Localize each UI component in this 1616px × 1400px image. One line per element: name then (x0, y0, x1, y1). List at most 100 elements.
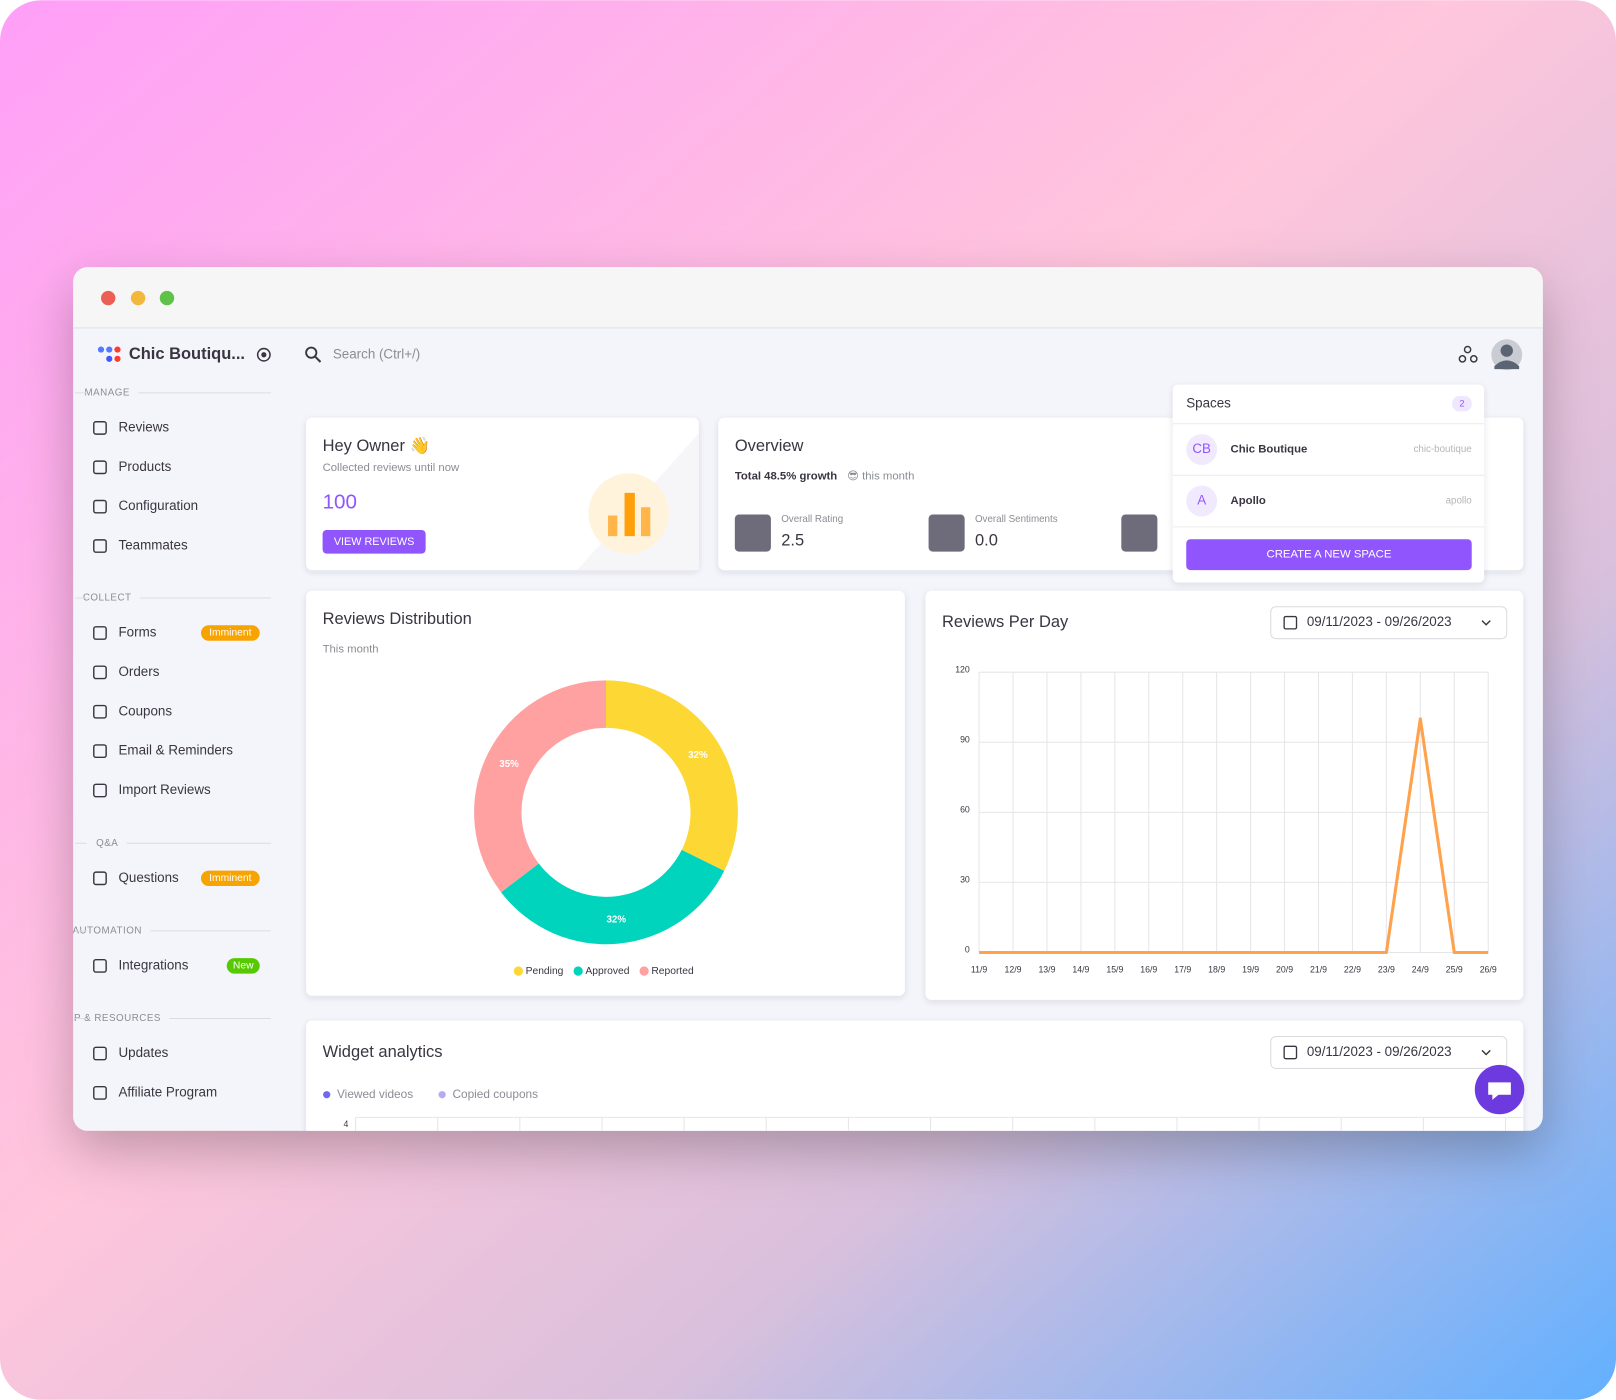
nav-badge-label: New (233, 961, 254, 972)
brand-toggle-dot (261, 352, 267, 358)
x-tick-label: 26/9 (1480, 964, 1497, 974)
nav-item[interactable]: Questions (119, 870, 180, 885)
chevron (1481, 1049, 1491, 1056)
x-tick-label: 21/9 (1310, 964, 1327, 974)
date-range-text[interactable]: 09/11/2023 - 09/26/2023 (1307, 1044, 1452, 1059)
x-tick-label: 24/9 (1412, 964, 1429, 974)
spaces-count-badge (1452, 395, 1472, 412)
search-icon-handle (314, 356, 322, 363)
legend-label: Copied coupons (452, 1087, 538, 1101)
x-tick-label: 17/9 (1174, 964, 1191, 974)
slice-label: 32% (606, 915, 626, 926)
avatar-body (1494, 360, 1520, 370)
nav-item[interactable]: Affiliate Program (119, 1084, 218, 1099)
nav-badge-label: Imminent (209, 628, 251, 639)
legend-marker (573, 966, 583, 976)
nav-item[interactable]: Updates (119, 1045, 169, 1060)
x-tick-label: 23/9 (1378, 964, 1395, 974)
spaces-count: 2 (1459, 399, 1464, 409)
nav-item[interactable]: Email & Reminders (119, 743, 234, 758)
y-tick-label: 90 (960, 735, 970, 745)
create-space-label[interactable]: CREATE A NEW SPACE (1267, 549, 1392, 561)
x-tick-label: 22/9 (1344, 964, 1361, 974)
legend-label: Pending (526, 966, 564, 977)
welcome-subtitle: Collected reviews until now (323, 462, 460, 474)
distribution-title: Reviews Distribution (323, 610, 472, 628)
nav-item[interactable]: Integrations (119, 957, 189, 972)
space-avatar (1186, 434, 1218, 466)
y-tick-label: 60 (960, 805, 970, 815)
y-tick-label: 0 (965, 945, 970, 955)
nav-item[interactable]: Import Reviews (119, 782, 211, 797)
section-title: Q&A (96, 838, 118, 849)
date-range-text[interactable]: 09/11/2023 - 09/26/2023 (1307, 614, 1452, 629)
section-title: AUTOMATION (72, 925, 141, 936)
stat-label: Overall Sentiments (975, 514, 1058, 525)
nav-item[interactable]: Orders (119, 664, 160, 679)
nav-item[interactable]: Reviews (119, 419, 170, 434)
x-tick-label: 19/9 (1242, 964, 1259, 974)
maximize-button[interactable] (159, 290, 175, 306)
nav-icon (93, 744, 107, 759)
section-title: MANAGE (84, 387, 129, 398)
space-name[interactable]: Apollo (1231, 495, 1266, 507)
nav-item[interactable]: Forms (119, 625, 157, 640)
nav-icon (93, 460, 107, 475)
nav-item[interactable]: Products (119, 459, 172, 474)
legend-marker (323, 1091, 331, 1099)
nav-icon (93, 421, 107, 435)
nav-icon (93, 499, 107, 514)
welcome-illustration-bar (608, 515, 618, 537)
welcome-illustration-bar (624, 492, 635, 537)
x-tick-label: 16/9 (1140, 964, 1157, 974)
space-slug: chic-boutique (1414, 444, 1472, 455)
distribution-subtitle: This month (323, 644, 379, 656)
stat-icon (928, 514, 965, 552)
x-tick-label: 18/9 (1208, 964, 1225, 974)
welcome-illustration-bar (641, 507, 651, 537)
view-reviews-button[interactable] (322, 529, 426, 554)
slice-label: 32% (688, 750, 708, 761)
spaces-icon[interactable] (1458, 345, 1478, 363)
sidebar: MANAGE Reviews Products Configuration Teamma… (72, 387, 272, 1100)
widget-card (306, 1020, 1524, 1131)
minimize-button[interactable] (130, 290, 146, 306)
create-space-button[interactable] (1186, 539, 1472, 571)
stat-value: 0.0 (975, 532, 998, 550)
x-tick-label: 25/9 (1446, 964, 1463, 974)
search-icon (305, 346, 318, 359)
search-input[interactable]: Search (Ctrl+/) (333, 346, 420, 361)
y-tick-label: 30 (960, 875, 970, 885)
stat-value: 2.5 (781, 532, 804, 550)
nav-item[interactable]: Configuration (119, 498, 199, 513)
nav-icon (93, 871, 107, 886)
space-name[interactable]: Chic Boutique (1231, 444, 1308, 456)
nav-icon (93, 1085, 107, 1100)
nav-item[interactable]: Teammates (119, 538, 188, 553)
spaces-title: Spaces (1186, 396, 1231, 411)
date-range-picker[interactable] (1270, 1035, 1508, 1069)
legend-label: Reported (651, 966, 694, 977)
nav-badge (226, 958, 260, 974)
nav-icon (93, 1046, 107, 1061)
calendar-icon (1283, 615, 1298, 630)
chevron (1481, 620, 1491, 626)
date-range-picker[interactable] (1270, 606, 1508, 640)
view-reviews-label[interactable]: VIEW REVIEWS (334, 536, 415, 548)
y-tick-label: 4 (343, 1119, 348, 1129)
stat-icon (1121, 514, 1158, 552)
calendar-icon (1283, 1045, 1298, 1060)
pie-slice (501, 849, 725, 945)
space-initials: A (1197, 493, 1206, 508)
x-tick-label: 14/9 (1072, 964, 1089, 974)
pie-slice (606, 680, 738, 871)
nav-icon (93, 626, 107, 640)
brand-toggle[interactable] (256, 347, 271, 362)
nav-item[interactable]: Coupons (119, 703, 173, 718)
slice-label: 35% (499, 759, 519, 770)
brand-name[interactable]: Chic Boutiqu... (129, 345, 245, 363)
legend-marker (513, 966, 524, 976)
close-button[interactable] (101, 290, 116, 306)
